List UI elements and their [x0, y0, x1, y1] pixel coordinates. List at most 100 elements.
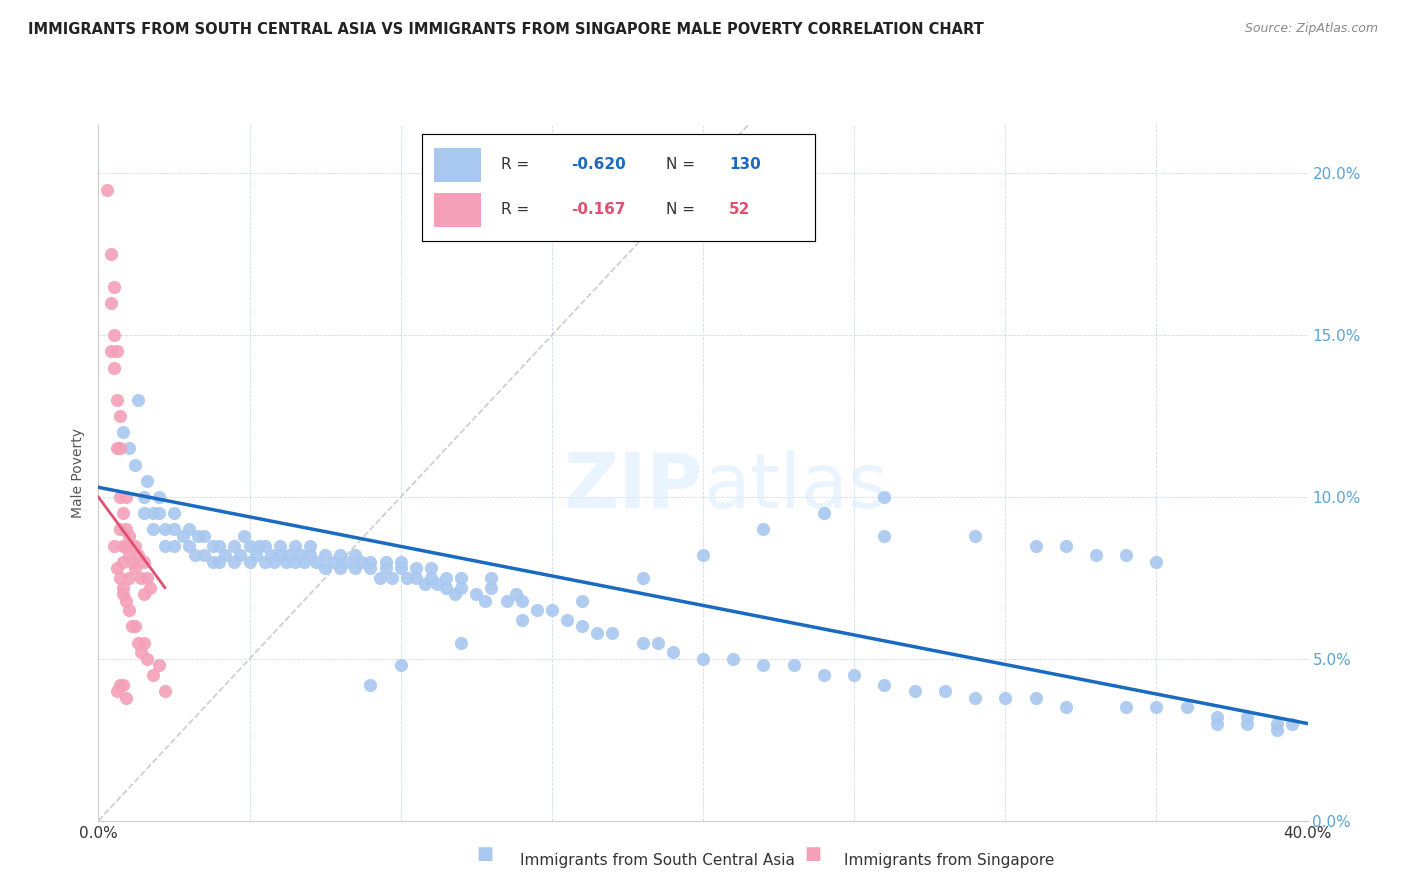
Point: [96, 183, 118, 197]
Point: [187, 529, 209, 543]
Point: [118, 603, 141, 617]
Point: [395, 571, 418, 585]
Point: [813, 506, 835, 520]
Point: [111, 425, 134, 440]
Point: [360, 555, 382, 569]
Text: 52: 52: [728, 202, 751, 218]
Point: [602, 626, 624, 640]
Text: ZIP: ZIP: [564, 450, 703, 524]
Point: [292, 555, 315, 569]
Point: [360, 561, 382, 575]
Point: [405, 571, 427, 585]
Point: [263, 555, 285, 569]
Point: [405, 561, 427, 575]
Point: [103, 539, 125, 553]
Point: [224, 555, 246, 569]
Point: [434, 581, 457, 595]
Point: [450, 571, 472, 585]
Point: [873, 678, 896, 692]
Point: [193, 529, 215, 543]
Text: atlas: atlas: [703, 450, 887, 524]
Point: [510, 593, 533, 607]
Point: [129, 645, 152, 659]
Point: [108, 678, 131, 692]
Point: [260, 549, 283, 563]
Point: [540, 603, 562, 617]
Point: [813, 668, 835, 682]
Point: [172, 529, 194, 543]
Point: [163, 539, 186, 553]
Point: [1175, 700, 1198, 714]
Point: [1054, 700, 1077, 714]
Point: [121, 619, 143, 633]
Point: [132, 490, 155, 504]
Point: [239, 555, 262, 569]
Point: [314, 561, 336, 575]
Point: [314, 549, 336, 563]
Text: -0.167: -0.167: [571, 202, 626, 218]
Point: [305, 555, 328, 569]
Point: [299, 539, 322, 553]
Point: [114, 490, 136, 504]
Point: [153, 684, 176, 698]
Point: [1085, 549, 1108, 563]
Point: [108, 571, 131, 585]
Point: [202, 555, 225, 569]
Point: [111, 539, 134, 553]
Point: [114, 539, 136, 553]
Point: [142, 522, 165, 536]
Point: [118, 442, 141, 456]
Point: [148, 490, 170, 504]
Point: [284, 555, 307, 569]
Point: [1206, 710, 1229, 724]
Point: [1115, 700, 1137, 714]
Y-axis label: Male Poverty: Male Poverty: [72, 428, 86, 517]
Point: [692, 652, 714, 666]
Point: [1281, 716, 1303, 731]
Point: [108, 490, 131, 504]
Point: [904, 684, 927, 698]
Point: [1115, 549, 1137, 563]
Point: [253, 539, 276, 553]
Point: [163, 506, 186, 520]
Point: [103, 328, 125, 343]
Point: [465, 587, 488, 601]
Point: [135, 571, 157, 585]
Point: [495, 593, 517, 607]
Point: [481, 581, 503, 595]
Point: [108, 522, 131, 536]
Point: [844, 668, 866, 682]
Point: [132, 506, 155, 520]
Point: [662, 645, 685, 659]
Point: [1236, 716, 1258, 731]
Point: [1024, 539, 1046, 553]
Point: [124, 561, 146, 575]
Point: [413, 577, 436, 591]
Text: IMMIGRANTS FROM SOUTH CENTRAL ASIA VS IMMIGRANTS FROM SINGAPORE MALE POVERTY COR: IMMIGRANTS FROM SOUTH CENTRAL ASIA VS IM…: [28, 22, 984, 37]
Point: [239, 539, 262, 553]
Point: [873, 490, 896, 504]
Point: [350, 555, 373, 569]
Point: [224, 539, 246, 553]
Point: [108, 409, 131, 424]
Point: [360, 678, 382, 692]
Point: [100, 344, 122, 359]
Point: [135, 652, 157, 666]
Point: [132, 555, 155, 569]
Point: [129, 571, 152, 585]
Point: [118, 529, 141, 543]
Point: [368, 571, 391, 585]
Point: [344, 561, 367, 575]
Point: [474, 593, 496, 607]
Point: [965, 690, 987, 705]
Point: [105, 442, 128, 456]
Point: [114, 690, 136, 705]
Point: [290, 549, 312, 563]
Point: [1054, 539, 1077, 553]
Point: [132, 587, 155, 601]
Point: [752, 522, 775, 536]
Point: [245, 549, 267, 563]
Text: N =: N =: [666, 157, 700, 172]
Point: [526, 603, 548, 617]
Point: [1236, 710, 1258, 724]
